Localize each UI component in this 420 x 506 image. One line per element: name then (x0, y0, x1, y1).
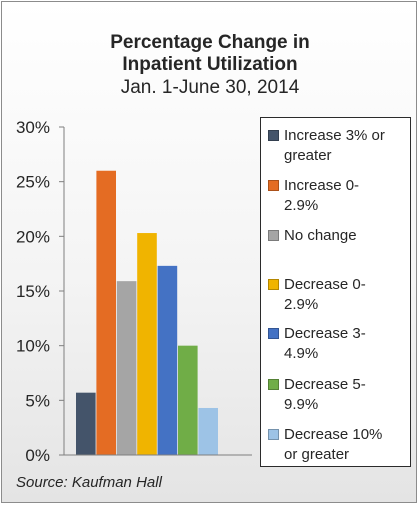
bar (76, 392, 96, 455)
legend-swatch (268, 379, 279, 390)
y-tick-label: 25% (16, 173, 50, 192)
legend-label: Decrease 0- 2.9% (284, 276, 366, 313)
bar (137, 233, 157, 455)
chart-title-line-1: Percentage Change in (110, 32, 310, 53)
bar (96, 170, 116, 455)
y-tick-label: 15% (16, 282, 50, 301)
bar (157, 265, 178, 455)
y-tick-label: 5% (25, 391, 50, 410)
chart-legend: Increase 3% or greater Increase 0- 2.9% No c… (260, 117, 411, 467)
legend-swatch (268, 230, 279, 241)
y-tick-label: 10% (16, 337, 50, 356)
source-note: Source: Kaufman Hall (16, 474, 162, 491)
legend-swatch (268, 180, 279, 191)
y-tick-label: 0% (25, 446, 50, 465)
chart-subtitle: Jan. 1-June 30, 2014 (120, 77, 300, 98)
legend-label: Increase 3% or greater (284, 127, 385, 164)
legend-label: Increase 0- 2.9% (284, 177, 360, 214)
chart-title-line-2: Inpatient Utilization (122, 54, 298, 75)
legend-swatch (268, 328, 279, 339)
legend-swatch (268, 279, 279, 290)
legend-label: Decrease 10% or greater (284, 426, 383, 463)
bar (198, 407, 218, 455)
legend-label: Decrease 5- 9.9% (284, 376, 366, 413)
bar (178, 345, 198, 455)
legend-swatch (268, 429, 279, 440)
legend-label: No change (284, 227, 357, 244)
y-tick-label: 30% (16, 118, 50, 137)
legend-swatch (268, 130, 279, 141)
y-tick-label: 20% (16, 227, 50, 246)
legend-label: Decrease 3- 4.9% (284, 325, 366, 362)
bar (116, 281, 137, 455)
